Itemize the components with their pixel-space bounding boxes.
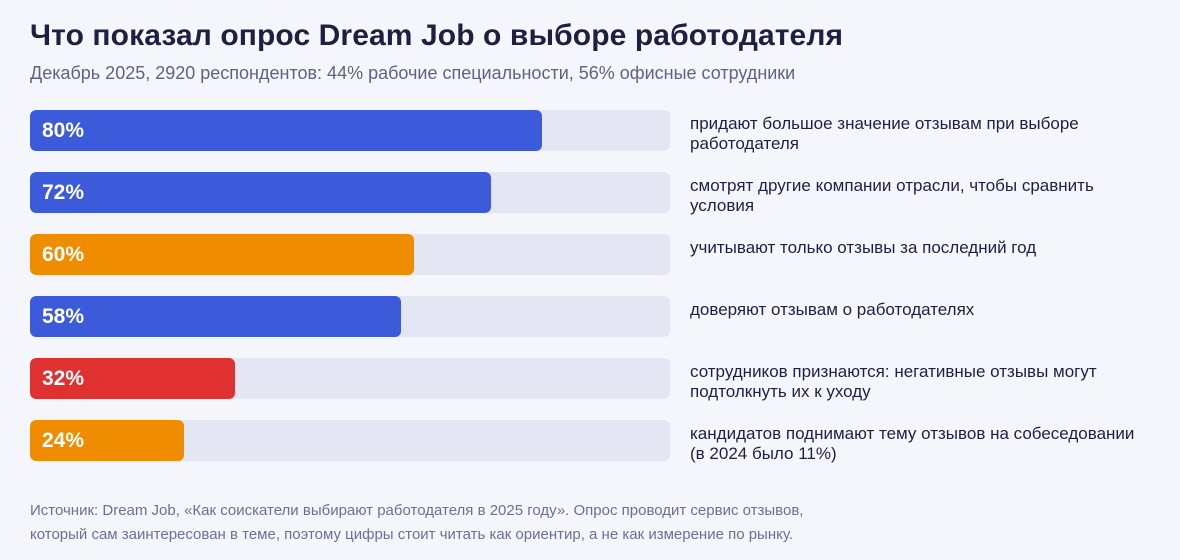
bar-category-label: смотрят другие компании отрасли, чтобы с… <box>690 176 1094 215</box>
bar-row: 80% придают большое значение отзывам при … <box>30 110 1150 153</box>
bar: 58% <box>30 296 401 337</box>
source-line-1: Источник: Dream Job, «Как соискатели выб… <box>30 502 804 519</box>
bar-value-label: 24% <box>42 429 85 452</box>
bar-track: 32% <box>30 358 670 399</box>
bar-track: 24% <box>30 420 670 461</box>
bar-value-label: 72% <box>42 181 85 204</box>
bar-value-label: 32% <box>42 367 85 390</box>
chart-title: Что показал опрос Dream Job о выборе раб… <box>30 19 844 52</box>
bar-row: 32% сотрудников признаются: негативные от… <box>30 358 1150 401</box>
bar-track: 72% <box>30 172 670 213</box>
bar: 24% <box>30 420 184 461</box>
bar-track: 80% <box>30 110 670 151</box>
chart-subtitle: Декабрь 2025, 2920 респондентов: 44% раб… <box>30 63 796 83</box>
bar-track: 60% <box>30 234 670 275</box>
bar-category-label: придают большое значение отзывам при выб… <box>690 114 1079 153</box>
source-line-2: который сам заинтересован в теме, поэтом… <box>30 526 794 543</box>
bar-row: 58% доверяют отзывам о работодателях <box>30 296 1150 337</box>
bar-value-label: 80% <box>42 119 85 142</box>
bar-category-label: кандидатов поднимают тему отзывов на соб… <box>690 424 1135 463</box>
source-note: Источник: Dream Job, «Как соискатели выб… <box>30 499 1130 547</box>
bar-row: 60% учитывают только отзывы за последний … <box>30 234 1150 275</box>
bar-category-label: учитывают только отзывы за последний год <box>690 238 1037 257</box>
bar-category-label: доверяют отзывам о работодателях <box>690 300 975 319</box>
bar: 80% <box>30 110 542 151</box>
bar-value-label: 58% <box>42 305 85 328</box>
bar-category-label: сотрудников признаются: негативные отзыв… <box>690 362 1097 401</box>
bar-row: 24% кандидатов поднимают тему отзывов на … <box>30 420 1150 463</box>
bar: 32% <box>30 358 235 399</box>
bar-track: 58% <box>30 296 670 337</box>
bar: 60% <box>30 234 414 275</box>
bar-row: 72% смотрят другие компании отрасли, чтоб… <box>30 172 1150 215</box>
bar-value-label: 60% <box>42 243 85 266</box>
bar: 72% <box>30 172 491 213</box>
